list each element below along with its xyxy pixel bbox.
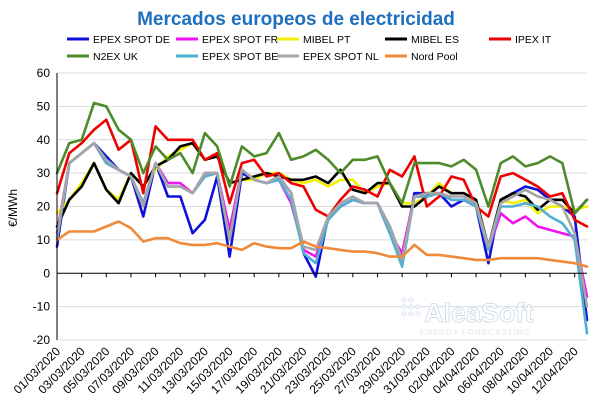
legend-item: MIBEL ES xyxy=(385,34,459,46)
legend-item: EPEX SPOT NL xyxy=(277,51,379,63)
y-tick-label: 60 xyxy=(37,66,51,80)
y-tick-label: 40 xyxy=(37,133,51,147)
y-tick-label: 30 xyxy=(37,166,51,180)
watermark: AleaSoft ENERGY FORECASTING xyxy=(401,297,534,337)
y-tick-label: -10 xyxy=(33,300,51,314)
legend-item: EPEX SPOT BE xyxy=(176,51,278,63)
legend-label: MIBEL PT xyxy=(303,34,351,46)
legend-item: EPEX SPOT FR xyxy=(176,34,279,46)
chart-title: Mercados europeos de electricidad xyxy=(137,9,455,30)
legend-item: Nord Pool xyxy=(385,51,458,63)
y-tick-label: 0 xyxy=(43,266,50,280)
legend: EPEX SPOT DE EPEX SPOT FR MIBEL PT MIBEL ES… xyxy=(67,34,552,63)
legend-item: N2EX UK xyxy=(67,51,138,63)
legend-label: EPEX SPOT BE xyxy=(202,51,278,63)
y-tick-label: 20 xyxy=(37,200,51,214)
legend-label: N2EX UK xyxy=(93,51,138,63)
legend-label: EPEX SPOT FR xyxy=(202,34,279,46)
legend-label: MIBEL ES xyxy=(411,34,459,46)
legend-item: EPEX SPOT DE xyxy=(67,34,170,46)
watermark-logo-icon xyxy=(401,297,421,317)
series-layer xyxy=(55,101,589,335)
legend-label: Nord Pool xyxy=(411,51,458,63)
legend-label: IPEX IT xyxy=(515,34,552,46)
y-tick-label: 50 xyxy=(37,99,51,113)
legend-item: IPEX IT xyxy=(489,34,552,46)
series-line-nord-pool xyxy=(55,220,589,268)
y-axis-label: €/MWh xyxy=(6,189,20,227)
watermark-tagline: ENERGY FORECASTING xyxy=(420,327,531,337)
y-tick-label: 10 xyxy=(37,233,51,247)
legend-label: EPEX SPOT DE xyxy=(93,34,170,46)
series-line-ipex-it xyxy=(55,118,589,228)
watermark-brand: AleaSoft xyxy=(424,298,534,328)
y-tick-label: -20 xyxy=(33,333,51,347)
legend-label: EPEX SPOT NL xyxy=(303,51,379,63)
series-line-n2ex-uk xyxy=(55,101,589,215)
legend-item: MIBEL PT xyxy=(277,34,351,46)
series-line-epex-spot-nl xyxy=(55,141,589,308)
